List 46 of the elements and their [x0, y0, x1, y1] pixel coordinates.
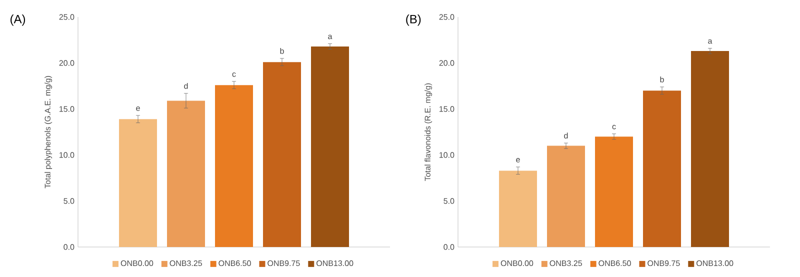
bar: [119, 119, 158, 247]
chart-title: (B): [406, 14, 421, 26]
legend-label: ONB3.25: [550, 260, 582, 266]
y-axis-title: Total flavonoids (R.E. mg/g): [424, 83, 432, 181]
data-label: d: [564, 132, 568, 139]
data-label: c: [612, 124, 616, 130]
y-tick-label: 10.0: [60, 152, 74, 158]
bar: [595, 136, 633, 247]
legend-label: ONB0.00: [500, 260, 534, 266]
bar: [691, 51, 730, 247]
y-tick-label: 15.0: [440, 106, 454, 112]
y-tick-label: 5.0: [444, 198, 454, 204]
data-label: d: [184, 82, 188, 89]
y-tick-label: 0.0: [64, 244, 74, 250]
bar: [547, 146, 586, 247]
legend-label: ONB9.75: [648, 260, 680, 266]
legend-label: ONB13.00: [696, 260, 734, 266]
y-axis-title: Total polyphenols (G.A.E. mg/g): [44, 76, 52, 188]
y-tick-label: 15.0: [60, 106, 74, 112]
data-label: e: [516, 158, 520, 162]
bar: [643, 90, 681, 247]
bar: [167, 100, 206, 247]
bar: [499, 170, 538, 247]
legend-label: ONB9.75: [268, 260, 300, 266]
data-label: b: [280, 48, 284, 54]
legend-label: ONB6.50: [598, 260, 631, 266]
data-label: a: [708, 39, 712, 44]
legend-label: ONB6.50: [218, 260, 251, 266]
legend-label: ONB3.25: [170, 260, 202, 266]
data-label: b: [660, 76, 664, 82]
data-label: a: [328, 34, 332, 40]
y-tick-label: 25.0: [439, 14, 454, 20]
y-tick-label: 0.0: [444, 244, 454, 250]
y-tick-label: 20.0: [439, 60, 454, 66]
bar: [215, 85, 254, 247]
y-tick-label: 10.0: [440, 152, 454, 158]
data-label: e: [136, 106, 140, 111]
data-label: c: [232, 72, 236, 77]
y-tick-label: 5.0: [64, 198, 74, 204]
bar: [263, 62, 302, 247]
chart-title: (A): [10, 14, 26, 26]
bar: [311, 46, 350, 247]
legend-label: ONB13.00: [316, 260, 354, 266]
legend-label: ONB0.00: [120, 260, 154, 266]
y-tick-label: 25.0: [59, 14, 74, 20]
y-tick-label: 20.0: [59, 60, 74, 66]
